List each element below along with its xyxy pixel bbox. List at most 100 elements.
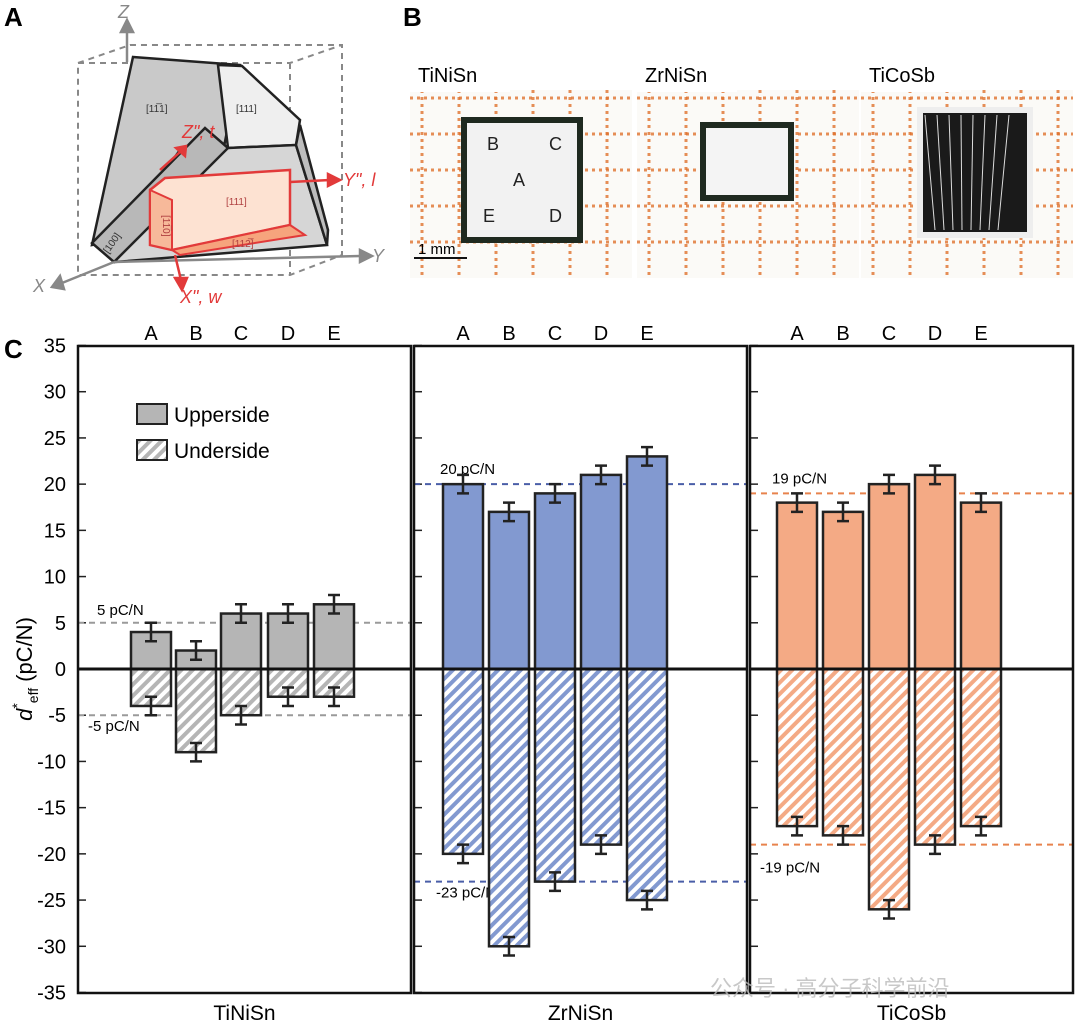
upperside-bar: [441, 482, 485, 671]
y-tick-label: -15: [37, 798, 66, 820]
error-bar: [883, 473, 895, 495]
face-label: [11̅1]: [146, 103, 168, 115]
subplot-xlabel: TiNiSn: [213, 1002, 275, 1025]
upperside-bar: [867, 482, 911, 671]
subplot-frame: [748, 344, 1075, 995]
error-bar: [549, 482, 561, 504]
y-tick-label: 30: [44, 382, 66, 404]
y-tick-label: 25: [44, 428, 66, 450]
panel-c-chart: C 35 30 25 20 15 10 5 0 -5 -10 -15 -20 -25 -30 -35 5 pC…: [4, 323, 1075, 1025]
error-bar: [791, 492, 803, 514]
underside-bar: [487, 667, 531, 948]
spot-label: E: [483, 206, 495, 226]
underside-bar: [821, 667, 865, 837]
category-label: C: [548, 323, 562, 345]
error-bar: [595, 464, 607, 486]
scratch: [979, 114, 986, 231]
error-bar: [457, 843, 469, 865]
spot-label: A: [513, 170, 525, 190]
z-axis-label: Z: [117, 2, 130, 22]
subplot-xlabel: TiCoSb: [877, 1002, 946, 1025]
y-tick-label: -20: [37, 844, 66, 866]
error-bar: [235, 603, 247, 625]
subplot-TiNiSn: 5 pC/N -5 pC/N A B C D E TiNiSn: [76, 323, 413, 1025]
reference-line-label: -23 pC/N: [436, 885, 496, 902]
error-bar: [190, 741, 202, 763]
error-bar: [282, 603, 294, 625]
upperside-bar: [959, 501, 1003, 671]
error-bar: [457, 473, 469, 495]
sample-crystal: [461, 117, 583, 243]
category-label: D: [594, 323, 608, 345]
category-label: D: [281, 323, 295, 345]
upperside-bar: [913, 473, 957, 671]
legend-upperside-label: Upperside: [174, 404, 270, 427]
face-label: [112̅]: [232, 238, 254, 250]
spot-label: D: [549, 206, 562, 226]
panel-a-label: A: [4, 2, 23, 32]
face-label: [111]: [236, 104, 257, 115]
error-bar: [837, 501, 849, 523]
legend: Upperside Underside: [136, 403, 270, 463]
y-axis-title: d*eff(pC/N): [9, 617, 41, 721]
y-tick-label: 15: [44, 520, 66, 542]
upperside-bar: [533, 492, 577, 671]
y-tick-label: -30: [37, 936, 66, 958]
scratch: [970, 114, 974, 231]
sample-name: ZrNiSn: [645, 65, 707, 87]
upperside-bar: [625, 455, 669, 671]
legend-upperside-swatch: [136, 403, 168, 425]
category-label: E: [327, 323, 340, 345]
scale-bar-label: 1 mm: [418, 241, 456, 258]
category-label: B: [836, 323, 849, 345]
error-bar: [235, 704, 247, 726]
category-label: D: [928, 323, 942, 345]
error-bar: [595, 834, 607, 856]
y-tick-label: -25: [37, 890, 66, 912]
error-bar: [190, 640, 202, 662]
underside-bar: [959, 667, 1003, 828]
error-bar: [837, 824, 849, 846]
error-bar: [883, 898, 895, 920]
category-label: B: [189, 323, 202, 345]
error-bar: [975, 815, 987, 837]
category-label: B: [502, 323, 515, 345]
scratch: [960, 114, 963, 231]
sample-x-axis-label: X", w: [179, 287, 222, 307]
underside-bar: [867, 667, 911, 911]
reference-line-label: -19 pC/N: [760, 860, 820, 877]
y-tick-label: -5: [48, 705, 66, 727]
error-bar: [503, 501, 515, 523]
scratch: [948, 114, 954, 231]
y-tick-label: -35: [37, 983, 66, 1005]
panel-a-crystal-diagram: A Z Y X [11̅1] [111] [100] [111] [11̅0] …: [4, 2, 386, 307]
y-tick-label: 10: [44, 567, 66, 589]
subplot-TiCoSb: 19 pC/N -19 pC/N A B C D E TiCoSb: [748, 323, 1075, 1025]
error-bar: [791, 815, 803, 837]
error-bar: [328, 686, 340, 708]
reference-line-label: -5 pC/N: [88, 718, 140, 735]
error-bar: [641, 889, 653, 911]
subplot-xlabel: ZrNiSn: [548, 1002, 613, 1025]
y-tick-label: 5: [55, 613, 66, 635]
category-label: E: [974, 323, 987, 345]
y-tick-label: 35: [44, 336, 66, 358]
spot-label: B: [487, 134, 499, 154]
face-label: [11̅0]: [160, 215, 172, 237]
error-bar: [549, 871, 561, 893]
error-bar: [929, 464, 941, 486]
spot-label: C: [549, 134, 562, 154]
upperside-bar: [487, 510, 531, 671]
panel-c-label: C: [4, 334, 23, 364]
scratch: [924, 114, 936, 231]
category-label: C: [882, 323, 896, 345]
reference-line-label: 5 pC/N: [97, 602, 144, 619]
category-label: A: [790, 323, 804, 345]
reference-line-label: 19 pC/N: [772, 470, 827, 487]
subplot-frame: [76, 344, 413, 995]
sample-name: TiNiSn: [418, 65, 477, 87]
sample-name: TiCoSb: [869, 65, 935, 87]
sample-z-axis-label: Z", t: [181, 122, 215, 142]
